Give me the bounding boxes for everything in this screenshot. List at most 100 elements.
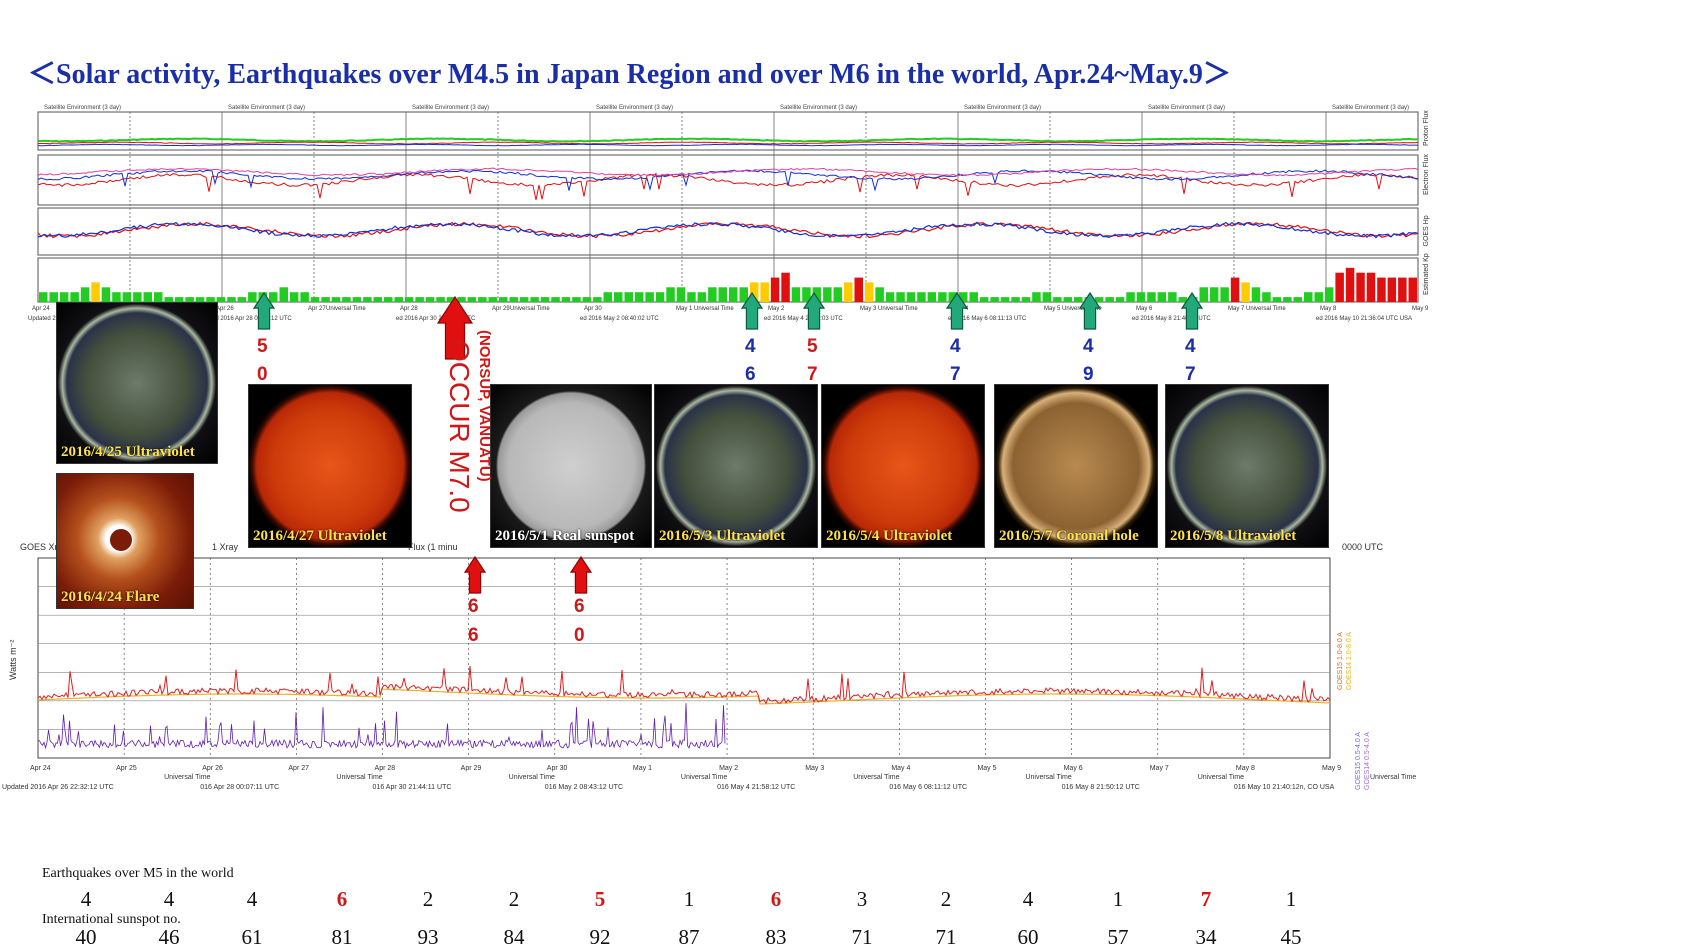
quake-magnitude-digit: 6 bbox=[574, 596, 585, 617]
kp-bar bbox=[990, 297, 999, 302]
sun-image-uv-blue: 2016/4/25 Ultraviolet bbox=[56, 302, 218, 464]
kp-bar bbox=[844, 282, 853, 302]
kp-bar bbox=[561, 297, 571, 302]
kp-bar bbox=[1356, 272, 1365, 302]
xray-updated-label: 016 Apr 28 00:07:11 UTC bbox=[200, 784, 279, 791]
xray-date-tick: May 3 bbox=[805, 765, 824, 772]
kp-bar bbox=[1335, 272, 1344, 302]
sunspot-number: 61 bbox=[241, 925, 263, 949]
kp-bar bbox=[885, 292, 895, 302]
kp-bar bbox=[1032, 292, 1041, 302]
top-date-tick: Apr 29 bbox=[492, 306, 510, 312]
kp-bar bbox=[593, 297, 602, 302]
kp-bar bbox=[80, 287, 90, 302]
xray-updated-label: 016 May 10 21:40:12n, CO USA bbox=[1234, 784, 1335, 791]
quake-magnitude-digit: 7 bbox=[950, 364, 961, 385]
kp-bar bbox=[70, 292, 79, 302]
top-universal-time-label: Universal Time bbox=[1062, 306, 1102, 312]
xray-universal-time-label: Universal Time bbox=[1198, 774, 1244, 781]
green-up-arrow bbox=[945, 291, 969, 330]
xray-date-tick: May 2 bbox=[719, 765, 738, 772]
sun-image-white: 2016/5/1 Real sunspot bbox=[490, 384, 652, 548]
kp-bar bbox=[917, 292, 926, 302]
kp-bar bbox=[1304, 292, 1313, 302]
top-updated-label: ed 2016 May 2 08:40:02 UTC bbox=[580, 316, 659, 322]
quake-magnitude-digit: 5 bbox=[807, 336, 818, 357]
quake-magnitude-digit: 4 bbox=[745, 336, 756, 357]
xray-legend-label: GOES14 0.5-4.0 A bbox=[1364, 732, 1371, 790]
sunspot-number: 71 bbox=[851, 925, 873, 949]
sun-image-caption: 2016/4/25 Ultraviolet bbox=[61, 444, 195, 460]
kp-bar bbox=[572, 297, 581, 302]
kp-bar bbox=[122, 292, 132, 302]
kp-bar bbox=[143, 292, 152, 302]
top-panel-header: Satellite Environment (3 day) bbox=[1148, 105, 1225, 111]
xray-long-goes15-line bbox=[37, 665, 1331, 705]
xray-updated-label: Updated 2016 Apr 26 22:32:12 UTC bbox=[2, 784, 114, 791]
green-up-arrow bbox=[252, 291, 276, 330]
top-date-tick: Apr 27 bbox=[308, 306, 326, 312]
earthquake-count: 4 bbox=[1022, 887, 1034, 911]
kp-bar bbox=[279, 287, 288, 302]
kp-bar bbox=[634, 292, 644, 302]
kp-bar bbox=[645, 292, 654, 302]
kp-bar bbox=[39, 292, 48, 302]
sun-image-caption: 2016/5/7 Coronal hole bbox=[999, 528, 1139, 544]
kp-bar bbox=[404, 297, 414, 302]
sun-image-caption: 2016/4/24 Flare bbox=[61, 589, 160, 605]
xray-legend-label: GOES15 1.0-8.0 A bbox=[1337, 632, 1344, 690]
kp-bar bbox=[1199, 287, 1208, 302]
top-universal-time-label: Universal Time bbox=[694, 306, 734, 312]
kp-bar bbox=[791, 287, 801, 302]
sunspot-number: 57 bbox=[1107, 925, 1129, 949]
earthquake-count: 5 bbox=[594, 887, 606, 911]
sun-image-caption: 2016/5/4 Ultraviolet bbox=[826, 528, 953, 544]
kp-bar bbox=[467, 297, 477, 302]
top-date-tick: Apr 28 bbox=[400, 306, 418, 312]
kp-bar bbox=[1178, 297, 1187, 302]
xray-date-tick: May 9 bbox=[1322, 765, 1341, 772]
kp-bar bbox=[739, 287, 748, 302]
kp-bar bbox=[1105, 297, 1114, 302]
kp-bar bbox=[206, 297, 215, 302]
kp-bar bbox=[687, 292, 696, 302]
kp-bar bbox=[697, 292, 707, 302]
kp-bar bbox=[425, 297, 435, 302]
top-panel-header: Satellite Environment (3 day) bbox=[596, 105, 673, 111]
xray-date-tick: Apr 25 bbox=[116, 765, 137, 772]
quake-magnitude-digit: 6 bbox=[468, 596, 479, 617]
earthquake-count: 1 bbox=[683, 887, 695, 911]
kp-bar bbox=[959, 292, 968, 302]
sunspot-number: 84 bbox=[503, 925, 525, 949]
xray-universal-time-label: Universal Time bbox=[853, 774, 899, 781]
xray-universal-time-label: Universal Time bbox=[1025, 774, 1071, 781]
quake-magnitude-digit: 9 bbox=[1083, 364, 1094, 385]
kp-bar bbox=[603, 292, 612, 302]
kp-bar bbox=[164, 297, 173, 302]
xray-short-purple-line bbox=[37, 703, 726, 750]
kp-bar bbox=[1053, 297, 1062, 302]
kp-bar bbox=[91, 282, 100, 302]
top-right-axis-label: Proton Flux bbox=[1423, 110, 1430, 146]
kp-bar bbox=[530, 297, 539, 302]
kp-bar bbox=[248, 292, 257, 302]
sunspot-number: 71 bbox=[935, 925, 957, 949]
kp-bar bbox=[666, 287, 675, 302]
kp-bar bbox=[676, 287, 686, 302]
red-up-arrow bbox=[463, 555, 487, 594]
xray-date-tick: Apr 30 bbox=[547, 765, 568, 772]
proton-flux-blue-line bbox=[37, 143, 1419, 147]
sun-image-uv-red: 2016/4/27 Ultraviolet bbox=[248, 384, 412, 548]
top-updated-label: ed 2016 May 10 21:36:04 UTC USA bbox=[1316, 316, 1412, 322]
quake-magnitude-digit: 4 bbox=[1083, 336, 1094, 357]
top-panel-header: Satellite Environment (3 day) bbox=[1332, 105, 1409, 111]
sunspot-number: 92 bbox=[589, 925, 611, 949]
kp-bar bbox=[300, 292, 309, 302]
xray-universal-time-label: Universal Time bbox=[681, 774, 727, 781]
sunspot-number: 45 bbox=[1280, 925, 1302, 949]
kp-bar bbox=[488, 297, 497, 302]
kp-bar bbox=[1272, 297, 1282, 302]
kp-bar bbox=[509, 297, 518, 302]
kp-bar bbox=[1074, 297, 1083, 302]
kp-bar bbox=[1283, 297, 1292, 302]
